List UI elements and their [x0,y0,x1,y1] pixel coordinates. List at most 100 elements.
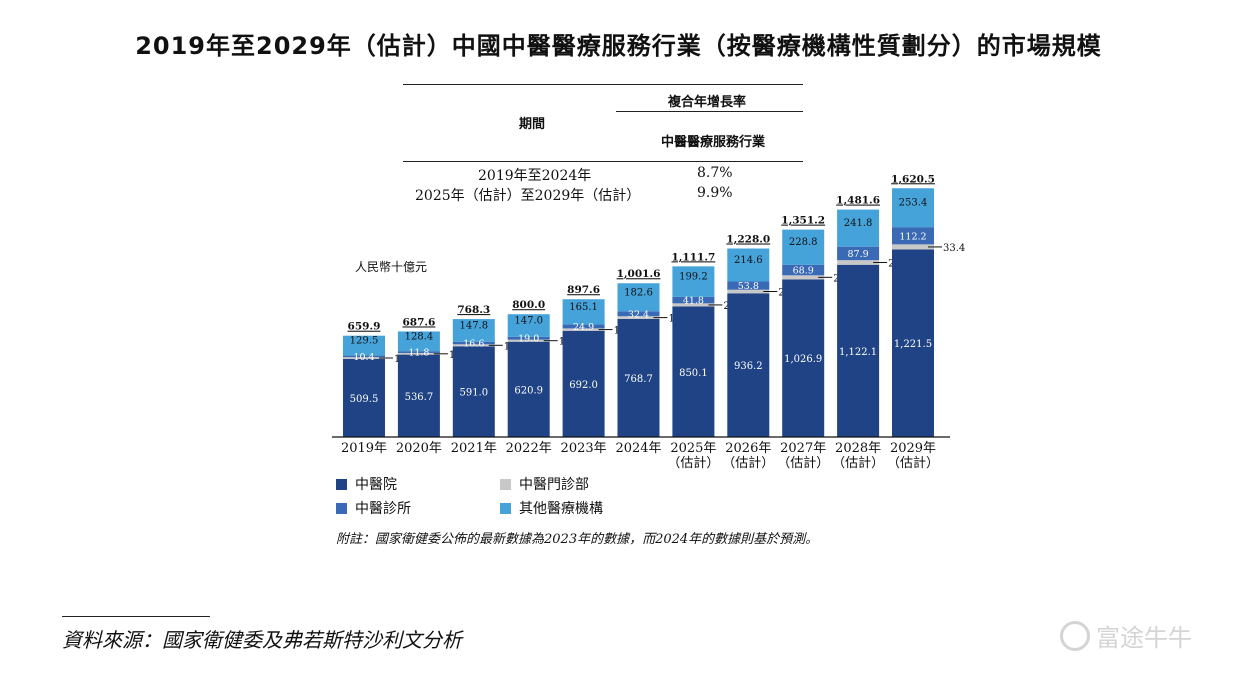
x-tick-label: 2026年 [725,441,771,456]
bar-outpatient [452,344,495,347]
total-value-label: 800.0 [512,299,545,311]
bar-clinic [617,311,660,317]
legend-label: 中醫院 [355,477,397,493]
bar-outpatient [507,339,550,342]
total-value-label: 1,228.0 [726,234,770,246]
chart-note: 附註：國家衛健委公佈的最新數據為2023年的數據，而2024年的數據則基於預測。 [336,532,819,547]
clinic-value-label: 68.9 [793,266,814,277]
clinic-value-label: 112.2 [899,231,926,242]
total-value-label: 687.6 [402,316,435,328]
x-tick-label: 2023年 [561,441,607,456]
bar-other [617,283,660,312]
period-header: 期間 [519,117,546,132]
bar-clinic [562,324,605,329]
bar-hospital [892,249,934,437]
x-tick-label: 2020年 [396,441,442,456]
legend-item-outpatient: 中醫門診部 [500,474,589,494]
bar-hospital [837,264,880,437]
table-header-rule [403,161,803,162]
bar-clinic [892,227,934,245]
total-value-label: 659.9 [348,321,381,333]
bar-hospital [397,354,440,437]
chart-title: 2019年至2029年（估計）中國中醫醫療服務行業（按醫療機構性質劃分）的市場規… [135,32,1102,60]
bar-clinic [343,355,385,358]
total-value-label: 1,481.6 [836,195,880,207]
table-top-rule [403,84,803,85]
bar-outpatient [672,303,715,307]
clinic-value-label: 41.8 [683,296,704,307]
x-tick-label: 2028年 [835,441,881,456]
bar-clinic [837,246,880,261]
bar-outpatient [837,260,880,265]
hospital-value-label: 850.1 [679,368,708,379]
bar-hospital [343,358,385,437]
x-tick-label-sub: （估計） [777,455,829,471]
clinic-value-label: 53.8 [738,281,759,292]
total-value-label: 1,111.7 [671,251,715,263]
hospital-value-label: 1,026.9 [784,354,822,365]
bar-clinic [452,341,495,345]
total-value-label: 768.3 [457,304,490,316]
other-value-label: 199.2 [679,272,708,283]
x-tick-label-sub: （估計） [722,455,774,471]
bar-clinic [397,351,440,353]
other-value-label: 241.8 [844,218,873,229]
legend-swatch [500,478,511,490]
bar-other [452,319,495,342]
other-value-label: 182.6 [624,287,653,298]
other-value-label: 128.4 [405,331,434,342]
legend-label: 中醫診所 [355,501,411,517]
x-tick-label-sub: （估計） [887,455,939,471]
clinic-value-label: 32.4 [628,309,649,320]
bar-other [343,335,385,356]
watermark-text: 富途牛牛 [1096,624,1192,652]
x-tick-label: 2021年 [451,441,497,456]
total-value-label: 1,351.2 [781,215,825,227]
cagr-row-value: 9.9% [697,185,733,201]
hospital-value-label: 509.5 [350,394,379,405]
cagr-header: 複合年增長率 [668,95,747,110]
outpatient-value-label: 33.4 [943,243,965,254]
bar-other [672,266,715,297]
bar-other [562,299,605,325]
clinic-value-label: 24.9 [573,322,594,333]
other-value-label: 253.4 [899,198,928,209]
other-value-label: 147.0 [514,315,543,326]
cagr-header-rule [616,111,803,112]
bar-outpatient [562,328,605,331]
legend-label: 中醫門診部 [519,477,589,493]
bar-outpatient [782,275,825,280]
bar-outpatient [892,244,934,250]
total-value-label: 897.6 [567,284,600,296]
source-text: 資料來源：國家衛健委及弗若斯特沙利文分析 [62,628,462,652]
bar-hospital [562,330,605,437]
futu-logo-icon [1060,620,1090,651]
total-value-label: 1,001.6 [617,268,661,280]
bar-outpatient [617,316,660,320]
x-tick-label: 2019年 [341,441,387,456]
x-tick-label: 2024年 [615,441,661,456]
watermark: 富途牛牛 [1060,618,1192,653]
hospital-value-label: 692.0 [569,380,598,391]
hospital-value-label: 1,221.5 [894,339,932,350]
x-tick-label: 2022年 [506,441,552,456]
bar-other [892,188,934,228]
hospital-value-label: 591.0 [459,388,488,399]
legend-item-hospital: 中醫院 [336,474,397,494]
bar-outpatient [397,352,440,355]
legend-label: 其他醫療機構 [519,501,603,517]
bar-outpatient [727,289,770,294]
unit-label: 人民幣十億元 [355,260,428,274]
other-value-label: 165.1 [569,302,598,313]
bar-clinic [672,296,715,304]
total-value-label: 1,620.5 [891,173,935,185]
hospital-value-label: 620.9 [514,385,543,396]
x-tick-label: 2029年 [890,441,936,456]
x-tick-label: 2027年 [780,441,826,456]
legend-swatch [500,502,511,514]
clinic-value-label: 16.6 [463,339,484,350]
legend-swatch [336,478,347,490]
hospital-value-label: 1,122.1 [839,347,877,358]
bar-other [727,248,770,282]
